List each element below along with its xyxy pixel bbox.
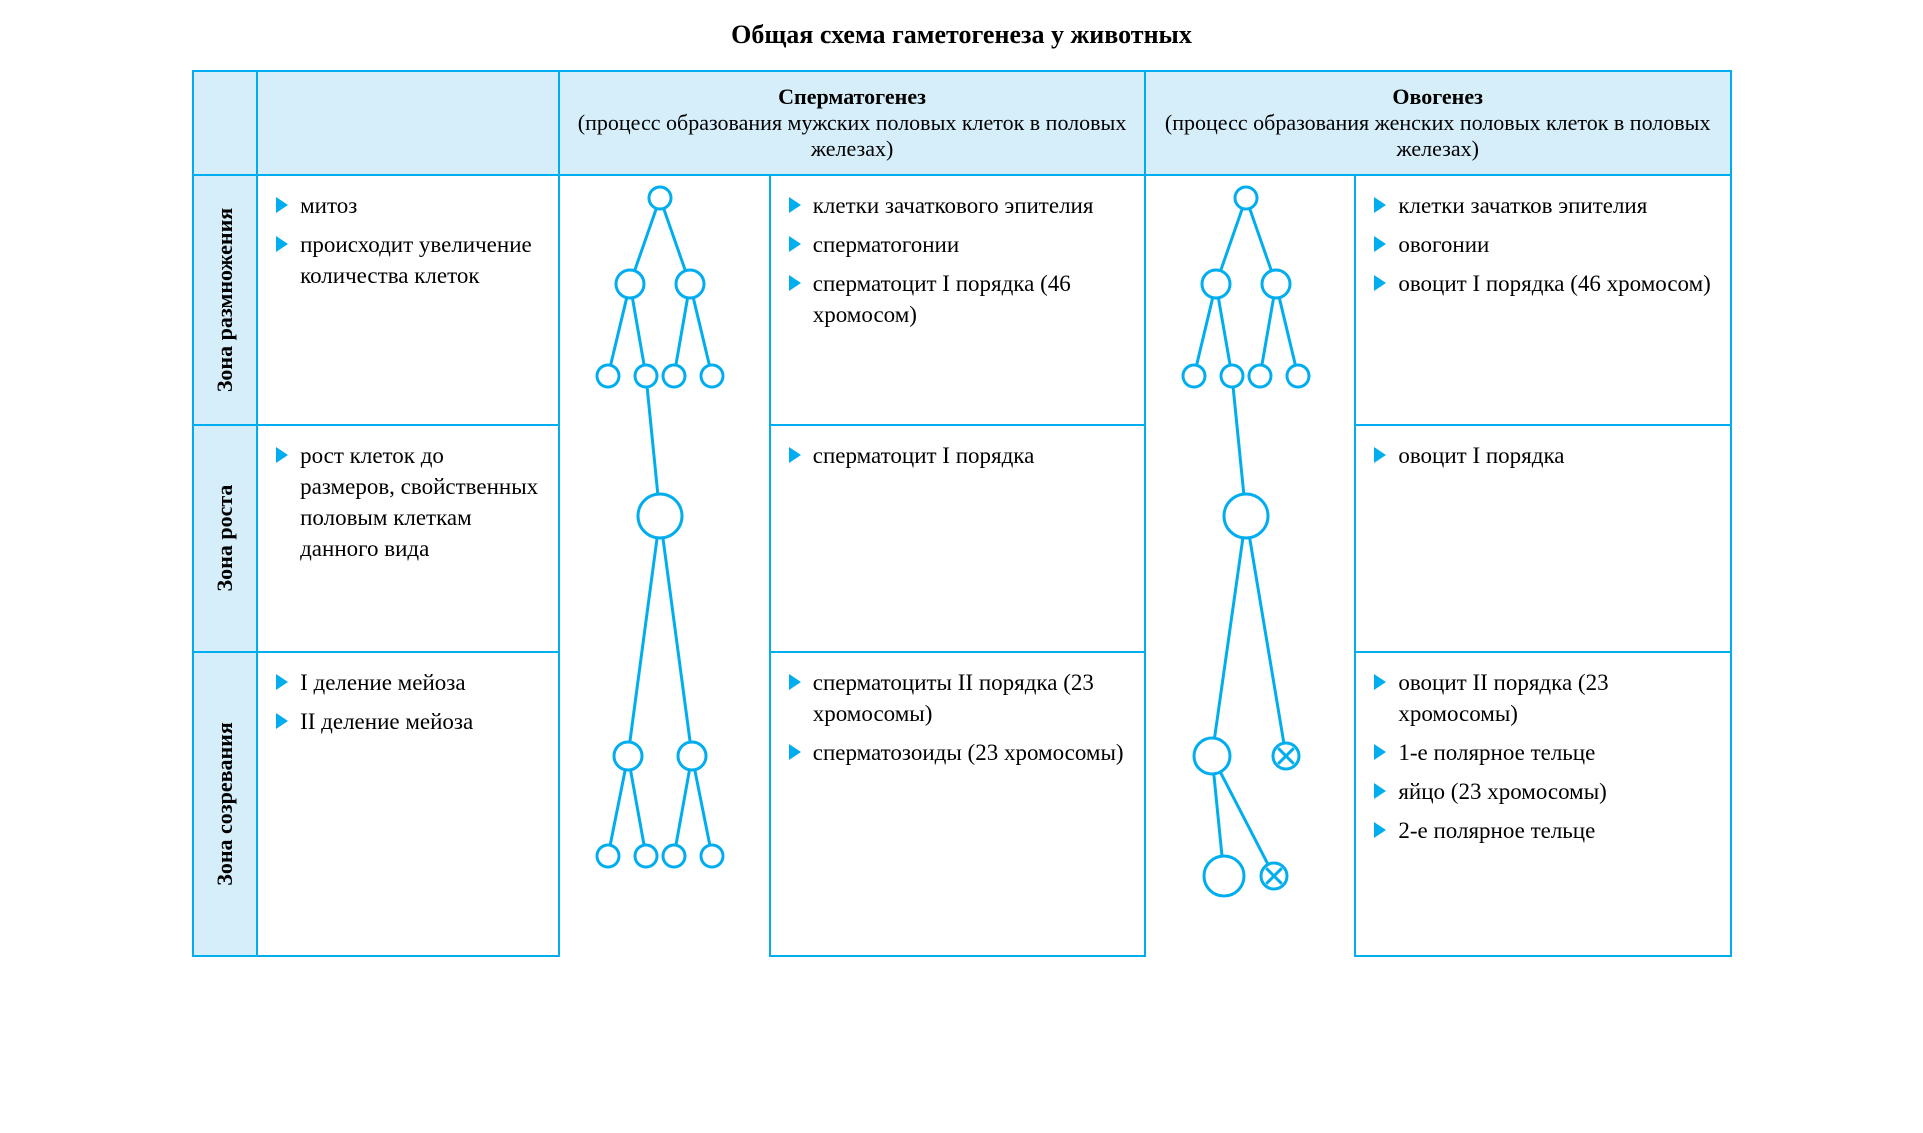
- gametogenesis-schema: Общая схема гаметогенеза у животных Спер…: [192, 20, 1732, 957]
- zone-growth-sperm-text: сперматоцит I порядка: [770, 425, 1145, 652]
- header-spermatogenesis: Сперматогенез (процесс образования мужск…: [559, 71, 1145, 175]
- zone-reproduction-desc: митоз происходит увеличение количества к…: [257, 175, 559, 425]
- zone-growth-ovo-text: овоцит I порядка: [1355, 425, 1730, 652]
- page-title: Общая схема гаметогенеза у животных: [192, 20, 1732, 50]
- zone-reproduction-ovo-text: клетки зачатков эпителия овогонии овоцит…: [1355, 175, 1730, 425]
- zone-label-growth: Зона роста: [193, 425, 258, 652]
- zone-growth-desc: рост клеток до размеров, свойственных по…: [257, 425, 559, 652]
- schema-table: Сперматогенез (процесс образования мужск…: [192, 70, 1732, 957]
- zone-reproduction-sperm-text: клетки зачаткового эпителия сперматогони…: [770, 175, 1145, 425]
- zone-label-reproduction: Зона размножения: [193, 175, 258, 425]
- diagram-ovo: [1145, 175, 1355, 956]
- zone-label-maturation: Зона созревания: [193, 652, 258, 956]
- zone-maturation-ovo-text: овоцит II порядка (23 хромосомы) 1-е пол…: [1355, 652, 1730, 956]
- corner-cell: [193, 71, 258, 175]
- zone-maturation-sperm-text: сперматоциты II порядка (23 хромосомы) с…: [770, 652, 1145, 956]
- blank-header: [257, 71, 559, 175]
- diagram-sperm: [559, 175, 769, 956]
- zone-maturation-desc: I деление мейоза II деление мейоза: [257, 652, 559, 956]
- header-oogenesis: Овогенез (процесс образования женских по…: [1145, 71, 1731, 175]
